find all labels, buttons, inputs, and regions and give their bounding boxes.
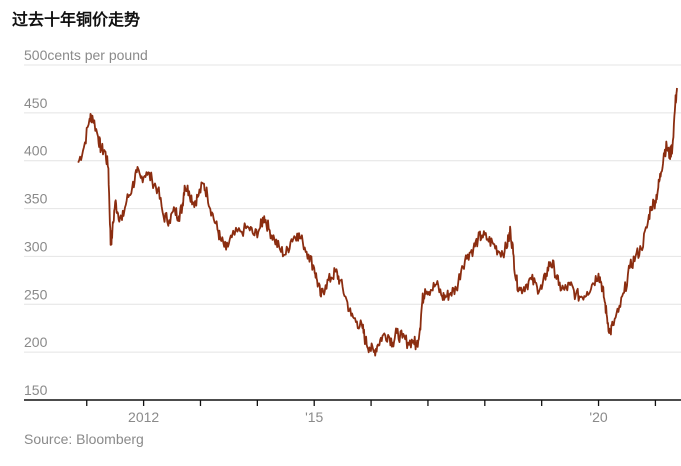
y-tick-label: 400 bbox=[24, 143, 48, 159]
y-tick-label: 200 bbox=[24, 334, 48, 350]
x-tick-label: '15 bbox=[305, 409, 323, 425]
y-tick-label: 450 bbox=[24, 95, 48, 111]
source-note: Source: Bloomberg bbox=[24, 431, 144, 447]
chart-title: 过去十年铜价走势 bbox=[12, 10, 141, 29]
copper-price-line bbox=[77, 87, 678, 357]
x-tick-label: '20 bbox=[589, 409, 607, 425]
y-tick-label: 250 bbox=[24, 286, 48, 302]
y-tick-label: 500cents per pound bbox=[24, 47, 148, 63]
y-axis-ticks: 150 200 250 300 350 400 450 500cents per pound bbox=[24, 47, 148, 398]
y-tick-label: 150 bbox=[24, 382, 48, 398]
y-tick-label: 350 bbox=[24, 191, 48, 207]
x-tick-label: 2012 bbox=[128, 409, 159, 425]
x-axis-ticks: 2012 '15 '20 bbox=[86, 400, 657, 425]
y-tick-label: 300 bbox=[24, 238, 48, 254]
grid-lines bbox=[24, 64, 681, 353]
